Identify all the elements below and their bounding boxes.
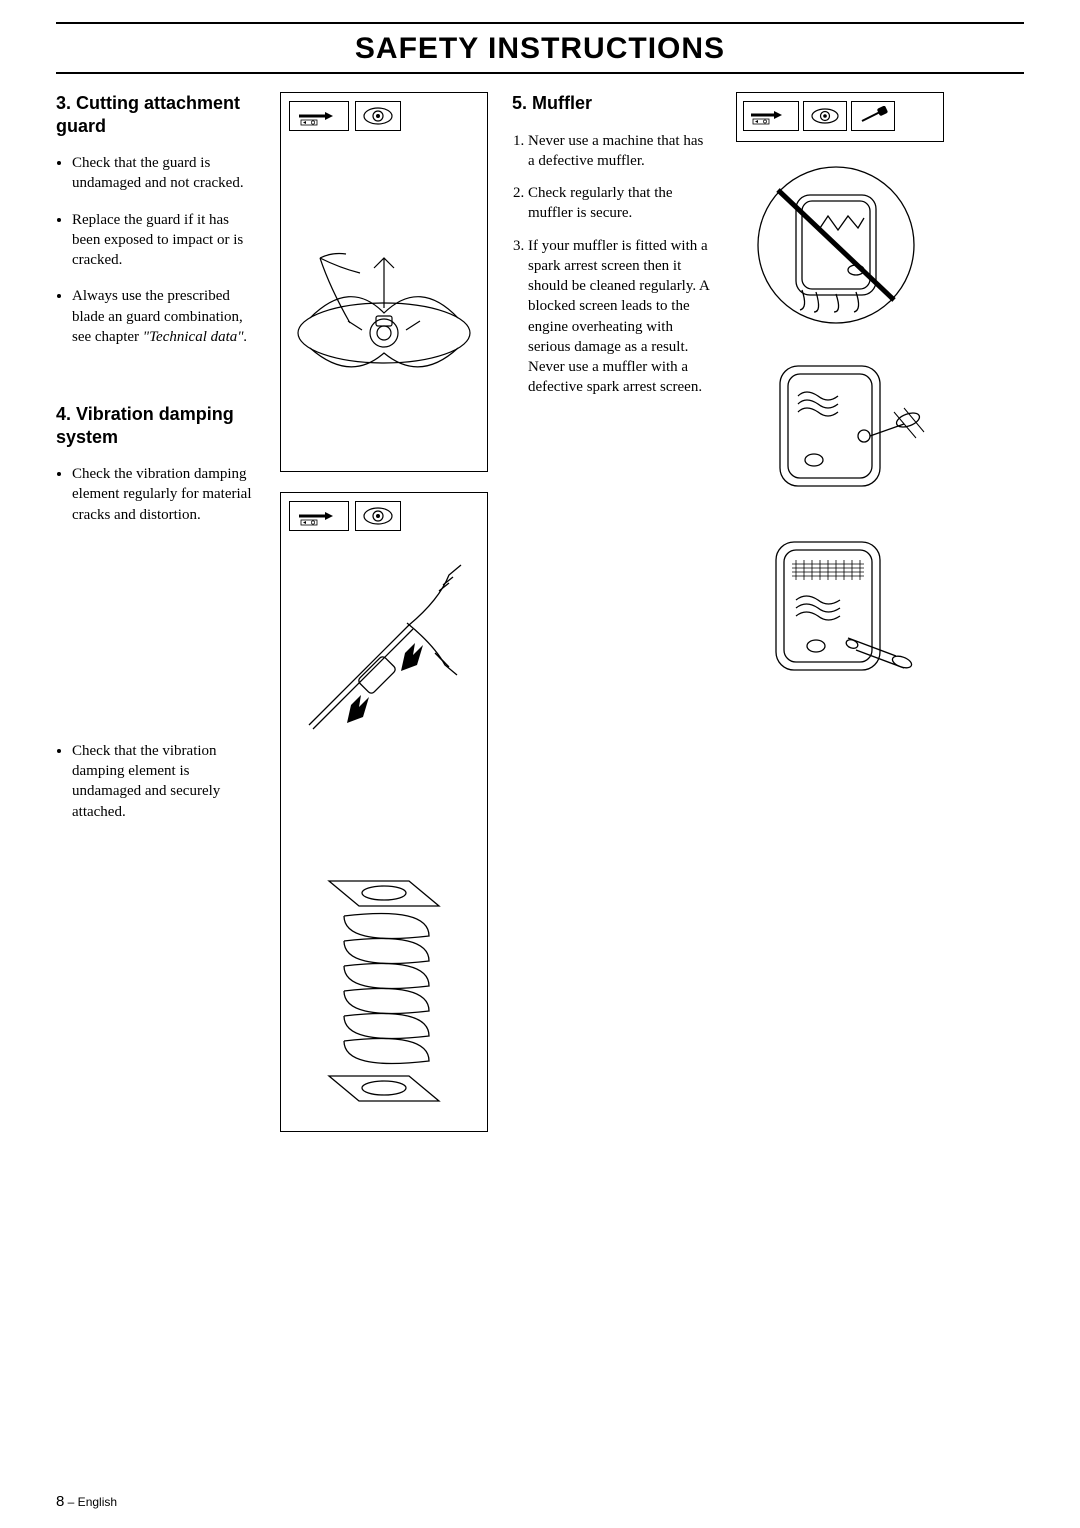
heading-cutting-guard: 3. Cutting attachment guard bbox=[56, 92, 256, 137]
figure-box-vibration bbox=[280, 492, 488, 1132]
top-rule bbox=[56, 22, 1024, 24]
muffler-defective-illus bbox=[736, 160, 944, 330]
list-item: Always use the prescribed blade an guard… bbox=[72, 286, 256, 347]
bullets-vibration-b: Check that the vibration damping element… bbox=[56, 741, 256, 822]
column-right-text: 5. Muffler Never use a machine that has … bbox=[512, 92, 712, 1132]
eye-icon bbox=[803, 101, 847, 131]
stop-switch-icon bbox=[743, 101, 799, 131]
muffler-spark-screen-illus bbox=[736, 526, 944, 696]
stop-switch-icon bbox=[289, 101, 349, 131]
list-item: If your muffler is fitted with a spark a… bbox=[528, 236, 712, 398]
page-lang: – English bbox=[64, 1495, 117, 1509]
list-item: Check that the guard is undamaged and no… bbox=[72, 153, 256, 194]
content-columns: 3. Cutting attachment guard Check that t… bbox=[56, 92, 1024, 1132]
column-left-figures bbox=[280, 92, 488, 1132]
muffler-secure-illus bbox=[736, 348, 944, 508]
column-left-text: 3. Cutting attachment guard Check that t… bbox=[56, 92, 256, 1132]
icon-row bbox=[281, 493, 487, 539]
bullets-vibration-a: Check the vibration damping element regu… bbox=[56, 464, 256, 525]
list-italic: "Technical data". bbox=[143, 329, 248, 345]
bullets-cutting-guard: Check that the guard is undamaged and no… bbox=[56, 153, 256, 363]
column-right-figures bbox=[736, 92, 944, 1132]
list-item: Check the vibration damping element regu… bbox=[72, 464, 256, 525]
spring-illus bbox=[281, 835, 487, 1131]
brush-icon bbox=[851, 101, 895, 131]
page-title: SAFETY INSTRUCTIONS bbox=[56, 32, 1024, 66]
heading-muffler: 5. Muffler bbox=[512, 92, 712, 115]
stop-switch-icon bbox=[289, 501, 349, 531]
muffler-icon-row-box bbox=[736, 92, 944, 142]
eye-icon bbox=[355, 101, 401, 131]
handle-illus bbox=[281, 539, 487, 835]
eye-icon bbox=[355, 501, 401, 531]
list-item: Never use a machine that has a defective… bbox=[528, 131, 712, 172]
page-footer: 8 – English bbox=[56, 1493, 117, 1510]
figure-box-cutting bbox=[280, 92, 488, 472]
list-item: Replace the guard if it has been exposed… bbox=[72, 210, 256, 271]
list-item: Check that the vibration damping element… bbox=[72, 741, 256, 822]
heading-vibration: 4. Vibration damping system bbox=[56, 403, 256, 448]
under-rule bbox=[56, 72, 1024, 74]
blade-guard-illus bbox=[281, 139, 487, 471]
list-item: Check regularly that the muffler is secu… bbox=[528, 183, 712, 224]
icon-row bbox=[737, 93, 943, 139]
icon-row bbox=[281, 93, 487, 139]
muffler-list: Never use a machine that has a defective… bbox=[512, 131, 712, 410]
